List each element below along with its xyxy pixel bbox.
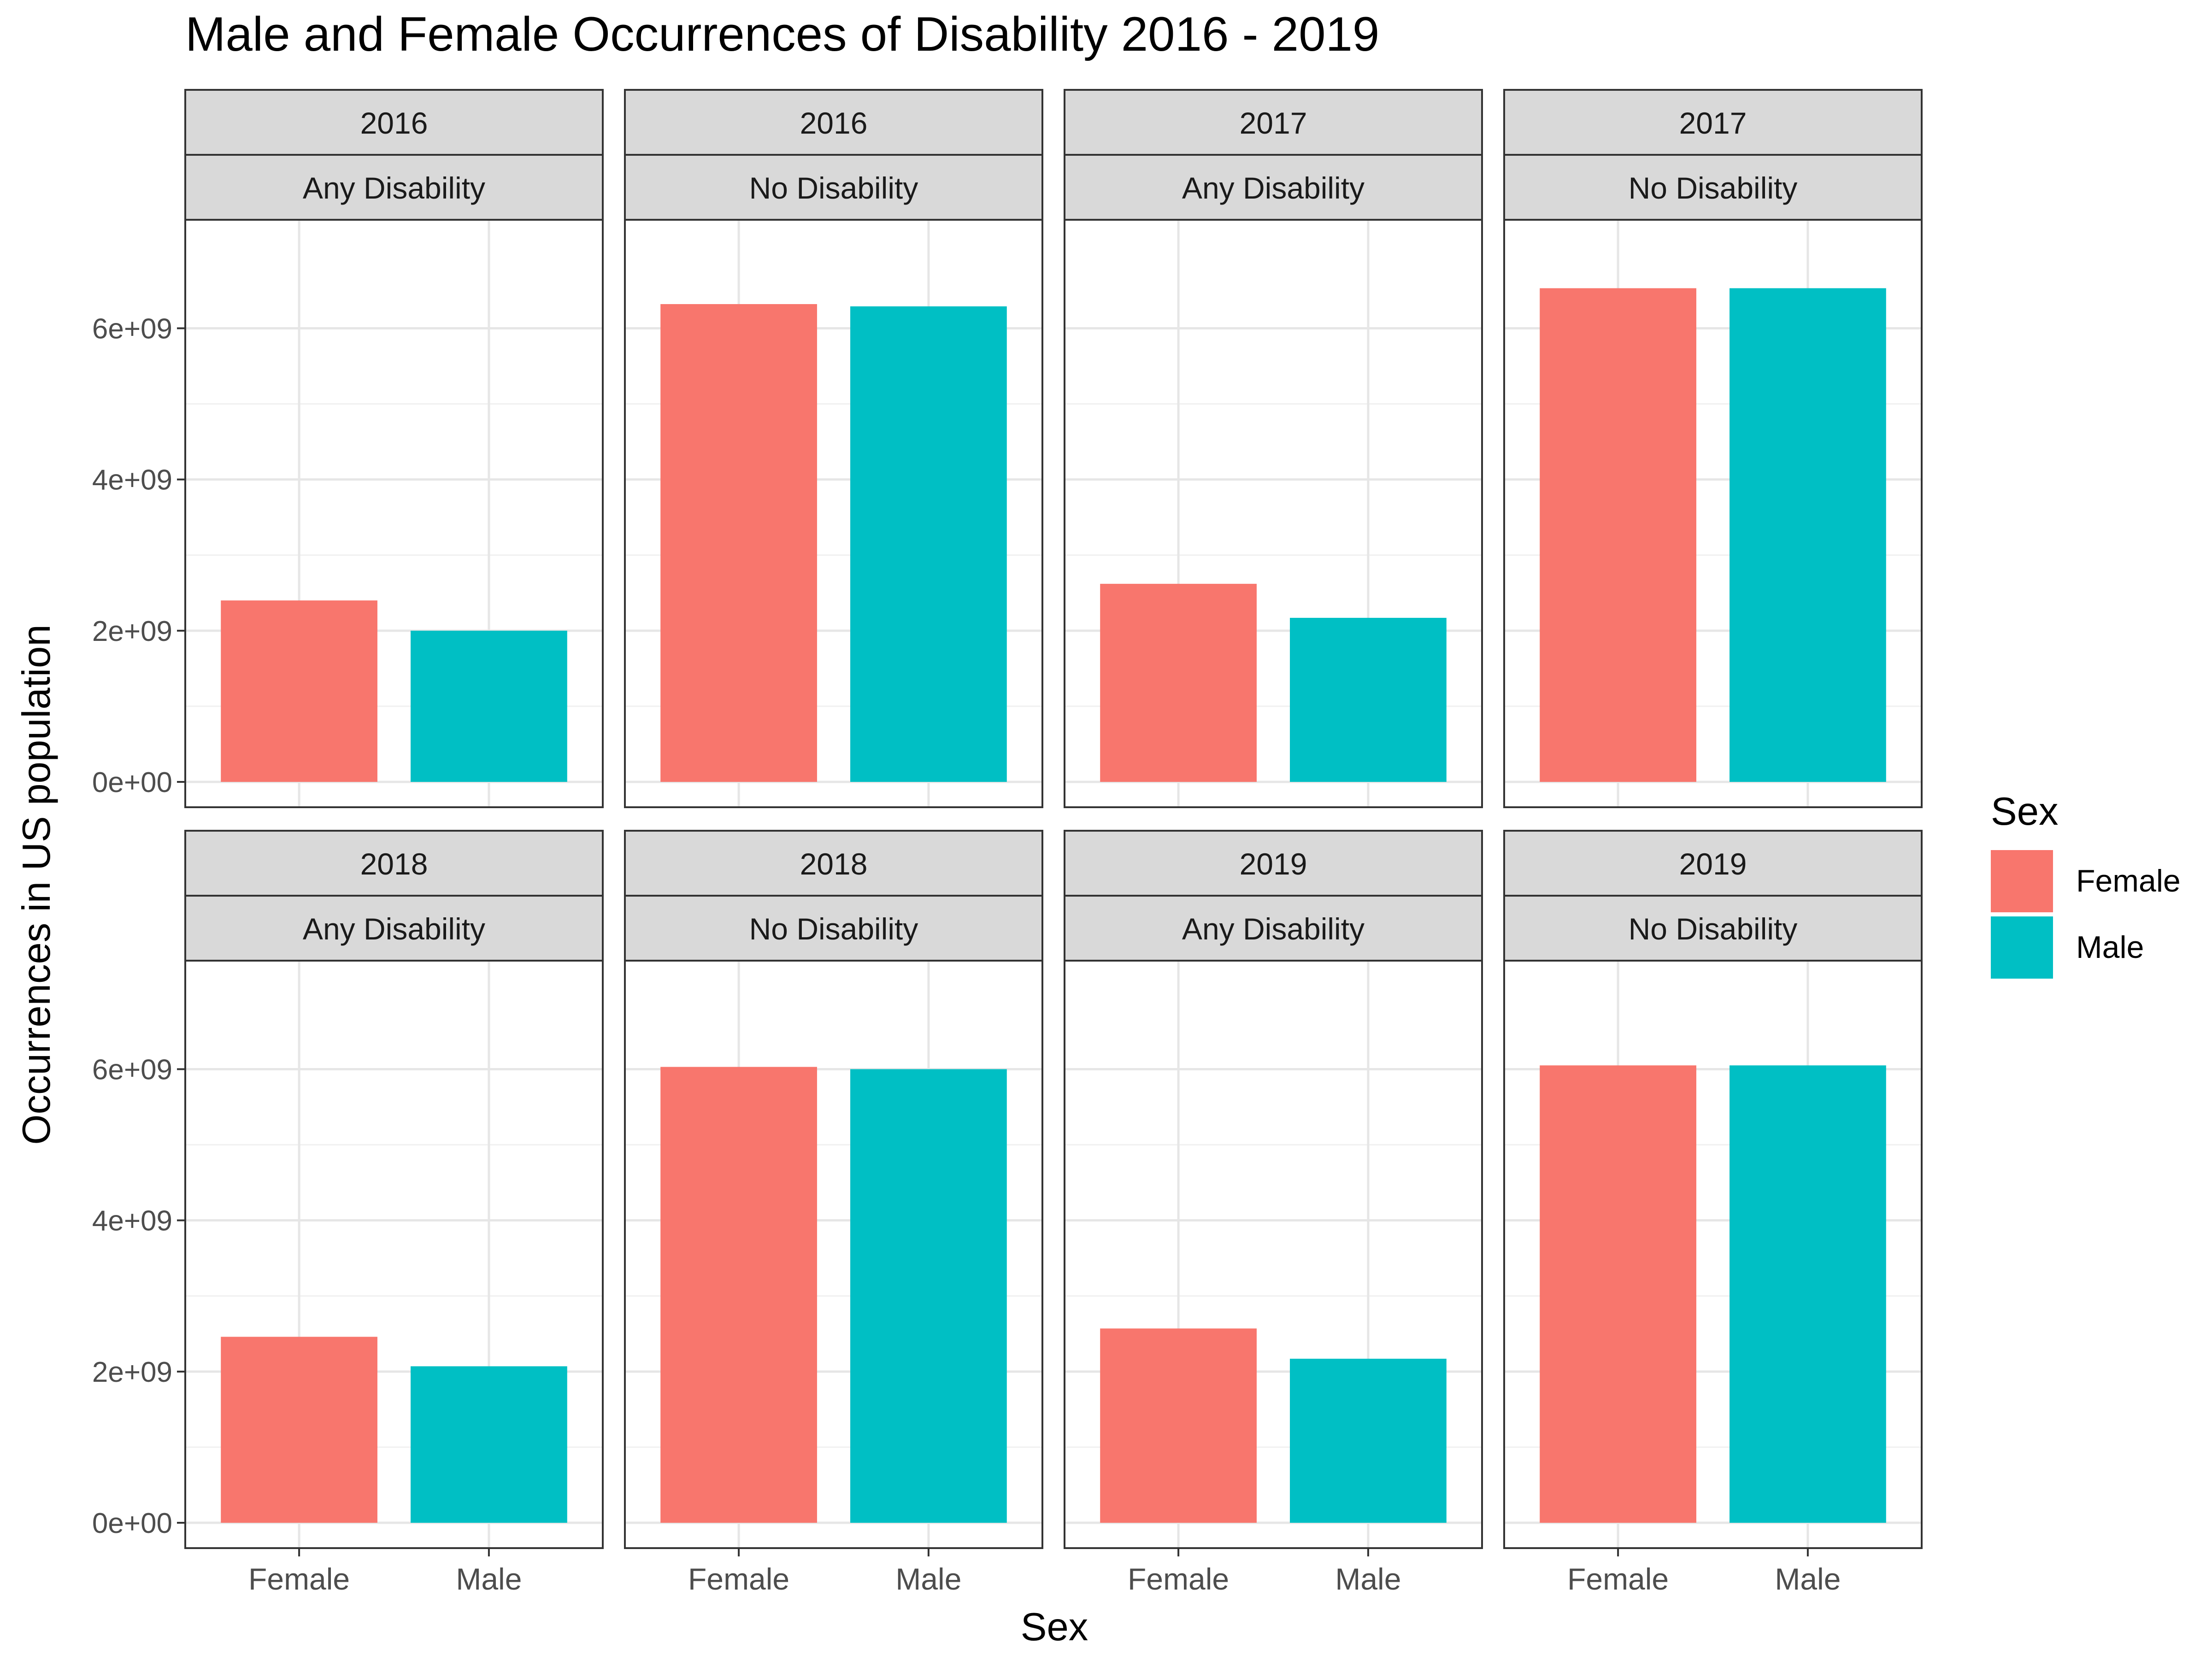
y-tick-label: 0e+00 — [92, 1508, 172, 1539]
bar-male — [1730, 1065, 1886, 1523]
facet-panel-border — [1064, 219, 1483, 808]
x-tick-label: Male — [456, 1562, 522, 1596]
facet-strip-year — [624, 830, 1043, 897]
facet-panel-6: 2019 Any Disability Female Male — [1064, 830, 1483, 1596]
y-tick-label: 4e+09 — [92, 1205, 172, 1237]
legend-swatch-female — [1991, 850, 2053, 912]
bar-male — [1290, 617, 1447, 782]
legend-label-male: Male — [2076, 930, 2144, 965]
facet-strip-status-label: No Disability — [749, 171, 918, 205]
facet-strip-status-label: No Disability — [1629, 912, 1798, 946]
facet-panel-7: 2019 No Disability Female Male — [1503, 830, 1923, 1596]
facet-strip-status-label: Any Disability — [303, 912, 485, 946]
y-tick-label: 6e+09 — [92, 313, 172, 345]
x-tick-label: Female — [1567, 1562, 1669, 1596]
facet-panel-border — [624, 219, 1043, 808]
facet-strip-year-label: 2019 — [1679, 847, 1747, 881]
legend-swatch-male — [1991, 916, 2053, 979]
y-tick-label: 0e+00 — [92, 767, 172, 798]
x-tick-label: Male — [1335, 1562, 1401, 1596]
bar-male — [850, 1069, 1007, 1523]
facet-strip-year — [184, 89, 604, 156]
facet-strip-year-label: 2018 — [800, 847, 868, 881]
facet-strip-year-label: 2019 — [1240, 847, 1307, 881]
x-tick-label: Male — [1775, 1562, 1841, 1596]
facet-strip-year-label: 2017 — [1240, 106, 1307, 140]
facet-strip-year — [624, 89, 1043, 156]
x-tick-label: Female — [248, 1562, 350, 1596]
facet-strip-status — [184, 154, 604, 221]
facet-panel-1: 2016 No Disability — [624, 89, 1043, 808]
facet-strip-year — [1503, 89, 1923, 156]
facet-strip-year-label: 2016 — [360, 106, 428, 140]
facet-strip-status-label: No Disability — [1629, 171, 1798, 205]
y-tick-label: 2e+09 — [92, 1356, 172, 1388]
facet-strip-status — [1503, 154, 1923, 221]
x-tick-label: Female — [1128, 1562, 1229, 1596]
facet-panel-border — [184, 219, 604, 808]
bar-male — [411, 1366, 567, 1523]
chart-title: Male and Female Occurrences of Disabilit… — [185, 7, 1379, 61]
facet-strip-status-label: Any Disability — [1182, 171, 1365, 205]
facet-strip-status — [1503, 895, 1923, 962]
y-axis-title: Occurrences in US population — [15, 624, 59, 1145]
bar-female — [1100, 584, 1257, 782]
legend-label-female: Female — [2076, 863, 2181, 898]
bar-female — [660, 304, 817, 782]
facet-panel-border — [1503, 960, 1923, 1549]
facet-strip-status — [624, 154, 1043, 221]
facet-strip-year — [1064, 89, 1483, 156]
bar-female — [1540, 1065, 1696, 1523]
x-axis-title: Sex — [1021, 1605, 1088, 1649]
bar-male — [1730, 288, 1886, 782]
facet-panel-border — [184, 960, 604, 1549]
bar-female — [1540, 288, 1696, 782]
facet-strip-status-label: No Disability — [749, 912, 918, 946]
legend-title: Sex — [1991, 790, 2058, 833]
bar-male — [850, 306, 1007, 782]
facet-panel-5: 2018 No Disability Female Male — [624, 830, 1043, 1596]
bar-male — [1290, 1358, 1447, 1523]
facet-strip-status — [184, 895, 604, 962]
facet-panel-2: 2017 Any Disability — [1064, 89, 1483, 808]
bar-female — [221, 600, 377, 782]
facet-panel-border — [1064, 960, 1483, 1549]
facet-panel-3: 2017 No Disability — [1503, 89, 1923, 808]
facet-strip-status-label: Any Disability — [1182, 912, 1365, 946]
facet-strip-status — [1064, 895, 1483, 962]
legend: Sex Female Male — [1991, 790, 2181, 979]
x-tick-label: Female — [688, 1562, 789, 1596]
facet-panel-0: 2016 Any Disability 0e+00 2e+09 4e+09 6e+09 — [92, 89, 604, 808]
bar-male — [411, 630, 567, 782]
bar-female — [660, 1067, 817, 1523]
y-tick-label: 2e+09 — [92, 616, 172, 647]
facet-panel-4: 2018 Any Disability 0e+00 2e+09 4e+09 6e+09 Fe… — [92, 830, 604, 1596]
facet-panel-border — [624, 960, 1043, 1549]
y-tick-label: 4e+09 — [92, 464, 172, 496]
facet-strip-status-label: Any Disability — [303, 171, 485, 205]
x-tick-label: Male — [895, 1562, 961, 1596]
bar-female — [221, 1337, 377, 1523]
y-tick-label: 6e+09 — [92, 1054, 172, 1086]
bar-female — [1100, 1328, 1257, 1523]
facet-strip-year — [1503, 830, 1923, 897]
facet-strip-year-label: 2017 — [1679, 106, 1747, 140]
facet-strip-year-label: 2016 — [800, 106, 868, 140]
facet-strip-year-label: 2018 — [360, 847, 428, 881]
facet-panel-border — [1503, 219, 1923, 808]
